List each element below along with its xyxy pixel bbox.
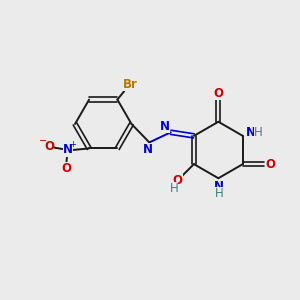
Text: O: O [61,162,71,175]
Text: +: + [69,140,76,149]
Text: N: N [246,126,256,140]
Text: N: N [143,143,153,156]
Text: Br: Br [123,78,138,91]
Text: O: O [44,140,54,154]
Text: O: O [266,158,276,171]
Text: N: N [63,143,73,156]
Text: H: H [254,126,262,140]
Text: H: H [214,187,223,200]
Text: O: O [172,174,183,187]
Text: O: O [213,87,224,100]
Text: −: − [39,136,47,146]
Text: N: N [214,180,224,193]
Text: N: N [160,120,170,133]
Text: H: H [169,182,178,195]
